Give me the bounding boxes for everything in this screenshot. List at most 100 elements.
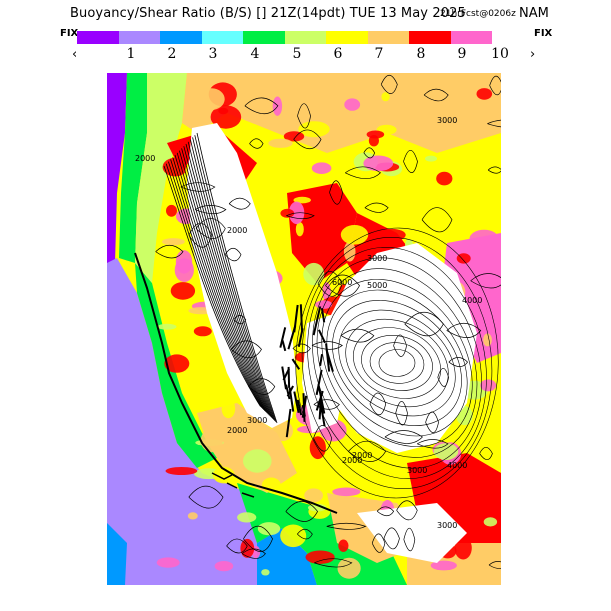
contour-squiggle [488, 561, 501, 569]
contour-squiggle [487, 166, 501, 174]
legend-tick-4: 4 [250, 46, 260, 62]
color-patch [463, 497, 490, 515]
contour-label: 2000 [135, 154, 155, 163]
deep-ocean-region [107, 73, 127, 273]
contour-label: 3000 [437, 521, 457, 530]
mountain-ridge [319, 400, 326, 427]
contour-ring [369, 342, 425, 384]
contour-squiggle [364, 202, 389, 213]
contour-line [185, 143, 272, 418]
contour-label: 3000 [407, 466, 427, 475]
mountain-ridge [318, 329, 326, 344]
mountain-ridge [315, 369, 323, 396]
map-graphic: 2000200030003000400050006000300020003000… [107, 73, 501, 585]
contour-ring [332, 299, 462, 427]
contour-line [170, 159, 265, 410]
contour-squiggle [437, 367, 449, 387]
ocean-region [107, 258, 277, 585]
color-patch [340, 225, 369, 245]
color-patch [218, 107, 229, 115]
legend-tick-3: 3 [208, 46, 218, 62]
contour-line [196, 132, 278, 424]
color-patch [221, 398, 236, 419]
color-patch [474, 471, 501, 482]
contour-ring [295, 227, 499, 499]
contour-squiggle [311, 341, 343, 350]
color-patch [261, 569, 270, 576]
color-patch [378, 228, 406, 242]
color-patch [214, 561, 234, 572]
color-patch [368, 135, 379, 147]
contour-squiggle [403, 149, 418, 174]
contour-squiggle [188, 222, 213, 248]
color-patch [305, 550, 335, 564]
color-patch [324, 110, 340, 126]
contour-ring [321, 279, 473, 447]
chart-header: Buoyancy/Shear Ratio (B/S) [] 21Z(14pdt)… [0, 6, 611, 24]
mountain-ridge [279, 327, 287, 348]
central-valley-white [187, 123, 297, 428]
color-patch [363, 155, 394, 172]
color-patch [162, 238, 185, 246]
contour-squiggle [285, 501, 318, 522]
contour-squiggle [297, 103, 311, 129]
contour-squiggle [325, 274, 360, 297]
contour-ring [352, 327, 442, 399]
contour-squiggle [340, 328, 375, 343]
orange-south-central [197, 403, 297, 493]
legend-swatch-1 [77, 31, 119, 44]
contour-squiggle [244, 97, 279, 115]
color-patch [257, 522, 281, 536]
mountain-ridge [301, 395, 308, 418]
legend-tick-7: 7 [374, 46, 384, 62]
contour-ring [312, 257, 482, 469]
contour-squiggle [470, 273, 501, 289]
channel-islands [211, 472, 255, 498]
contour-ring [345, 318, 449, 408]
contour-label: 4000 [447, 461, 467, 470]
contour-squiggle [376, 506, 395, 517]
color-patch [304, 488, 323, 503]
contour-squiggle [489, 75, 501, 96]
forecast-info: 21hrFcst@0206z [440, 9, 516, 19]
color-patch [430, 560, 457, 571]
contour-squiggle [226, 538, 248, 554]
orange-north-band [182, 73, 501, 153]
legend-swatch-8 [367, 31, 409, 44]
color-patch [337, 557, 361, 579]
contour-squiggle [228, 197, 251, 210]
color-patch [212, 466, 235, 484]
color-patch [279, 249, 290, 273]
contour-squiggle [421, 207, 453, 233]
contour-squiggle [425, 411, 439, 433]
color-patch [280, 208, 295, 218]
legend-tick-9: 9 [457, 46, 467, 62]
contour-squiggle [297, 528, 313, 540]
contour-line [163, 165, 261, 407]
legend-swatch-2 [118, 31, 160, 44]
contour-squiggle [446, 322, 482, 339]
mountain-ridge [325, 343, 331, 372]
color-patch [476, 88, 493, 100]
contour-label: 3000 [437, 116, 457, 125]
contour-label: 2000 [227, 426, 247, 435]
color-patch [157, 323, 177, 330]
contour-line [187, 141, 273, 419]
color-patch [425, 155, 437, 162]
contour-squiggle [423, 88, 449, 102]
legend-tick-6: 6 [333, 46, 343, 62]
mountain-ridge [297, 328, 304, 348]
color-patch [283, 131, 305, 142]
prev-arrow-button[interactable]: ‹ [72, 47, 78, 62]
contour-squiggle [404, 311, 444, 337]
contour-squiggle [241, 548, 266, 559]
fix-right-button[interactable]: FIX [534, 28, 553, 39]
contour-label: 3000 [247, 416, 267, 425]
contour-squiggle [345, 166, 382, 180]
mountain-ridge [281, 340, 287, 352]
contour-line [172, 157, 266, 412]
color-patch [396, 94, 408, 106]
next-arrow-button[interactable]: › [530, 47, 536, 62]
color-patch [324, 447, 347, 467]
fix-left-button[interactable]: FIX [60, 28, 79, 39]
